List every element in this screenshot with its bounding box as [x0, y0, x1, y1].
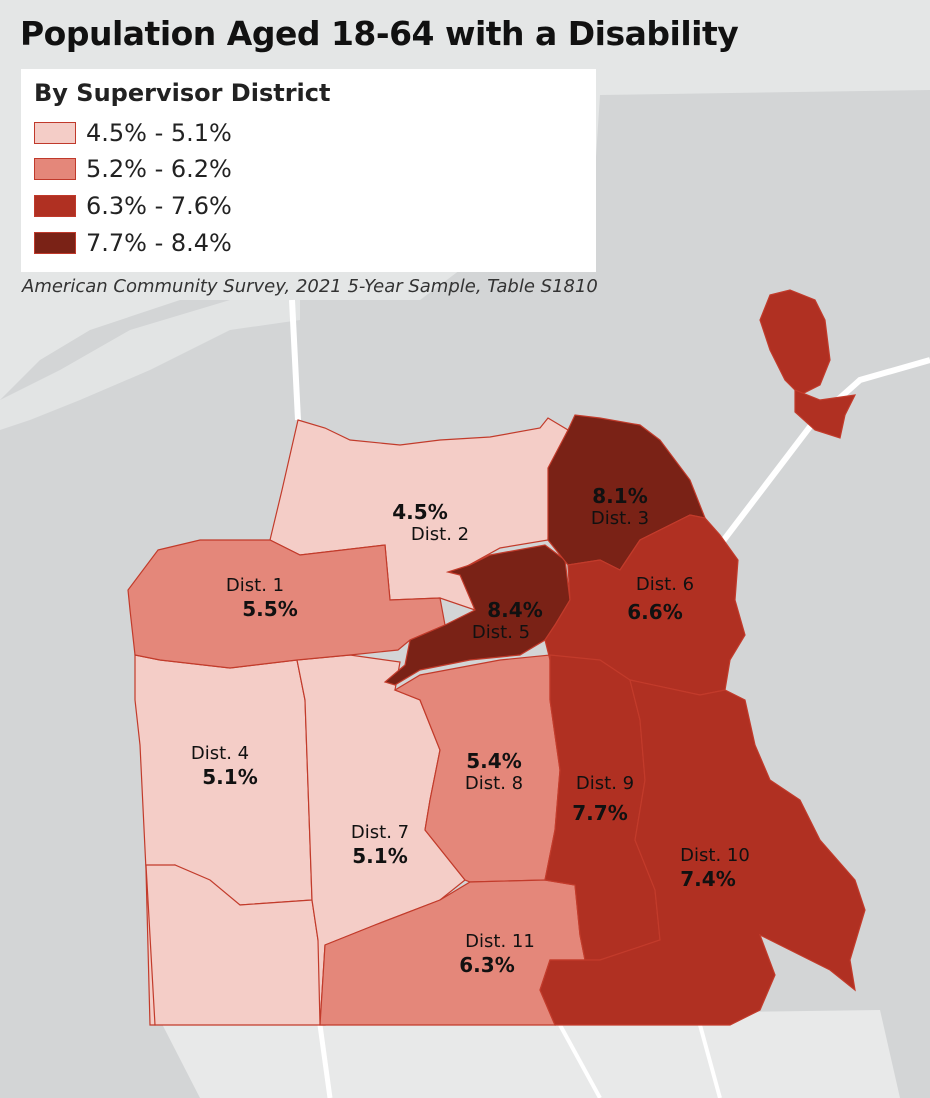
legend-item: 5.2% - 6.2% [34, 154, 232, 184]
district-label-6: Dist. 6 6.6% [620, 574, 710, 624]
district-name: Dist. 1 [225, 575, 285, 596]
peninsula-road [317, 1024, 333, 1098]
district-5 [383, 544, 571, 686]
district-label-3: 8.1% Dist. 3 [570, 484, 670, 530]
district-value: 5.1% [352, 843, 408, 868]
district-label-8: 5.4% Dist. 8 [444, 749, 544, 795]
district-name: Dist. 6 [635, 574, 695, 595]
district-name: Dist. 7 [350, 822, 410, 843]
district-1 [127, 539, 446, 669]
district-label-11: Dist. 11 6.3% [450, 931, 550, 977]
district-label-7: Dist. 7 5.1% [330, 822, 430, 868]
legend-item: 7.7% - 8.4% [34, 228, 232, 258]
legend: By Supervisor District 4.5% - 5.1% 5.2% … [21, 69, 596, 272]
district-label-2: 4.5% Dist. 2 [380, 500, 500, 546]
district-6 [544, 514, 746, 696]
legend-item: 4.5% - 5.1% [34, 118, 232, 148]
map-title: Population Aged 18-64 with a Disability [20, 14, 739, 53]
district-name: Dist. 4 [190, 743, 250, 764]
legend-item: 6.3% - 7.6% [34, 191, 232, 221]
district-label-10: Dist. 10 7.4% [665, 845, 765, 891]
district-value: 5.4% [466, 749, 522, 773]
peninsula-road [558, 1024, 602, 1098]
legend-label: 5.2% - 6.2% [86, 155, 232, 183]
district-value: 6.3% [459, 952, 515, 977]
district-10 [539, 679, 866, 1026]
legend-swatch [34, 232, 76, 254]
district-name: Dist. 10 [680, 845, 750, 866]
legend-swatch [34, 195, 76, 217]
district-name: Dist. 3 [590, 508, 650, 529]
yerba-buena-island [794, 389, 857, 439]
legend-swatch [34, 158, 76, 180]
district-value: 5.1% [202, 764, 258, 789]
marin-coast-land [0, 300, 300, 430]
district-value: 7.4% [680, 866, 736, 891]
district-name: Dist. 9 [575, 773, 635, 794]
district-label-9: Dist. 9 7.7% [555, 773, 655, 825]
district-value: 6.6% [627, 599, 683, 624]
district-value: 5.5% [242, 596, 298, 621]
district-name: Dist. 2 [410, 524, 470, 545]
district-value: 4.5% [392, 500, 448, 524]
golden-gate-bridge [289, 299, 301, 421]
district-value: 7.7% [572, 800, 628, 825]
district-name: Dist. 5 [471, 622, 531, 643]
district-value: 8.1% [592, 484, 648, 508]
legend-swatch [34, 122, 76, 144]
district-label-5: 8.4% Dist. 5 [465, 598, 565, 644]
district-value: 8.4% [487, 598, 543, 622]
district-label-1: Dist. 1 5.5% [205, 575, 305, 621]
legend-heading: By Supervisor District [34, 79, 331, 107]
treasure-island [759, 289, 831, 396]
district-label-4: Dist. 4 5.1% [170, 743, 270, 789]
legend-label: 4.5% - 5.1% [86, 119, 232, 147]
source-note: American Community Survey, 2021 5-Year S… [22, 276, 598, 297]
bay-bridge [717, 357, 930, 547]
legend-label: 6.3% - 7.6% [86, 192, 232, 220]
legend-label: 7.7% - 8.4% [86, 229, 232, 257]
district-name: Dist. 11 [465, 931, 535, 952]
peninsula-road [698, 1024, 722, 1098]
district-name: Dist. 8 [464, 773, 524, 794]
district-polygons [127, 289, 866, 1026]
